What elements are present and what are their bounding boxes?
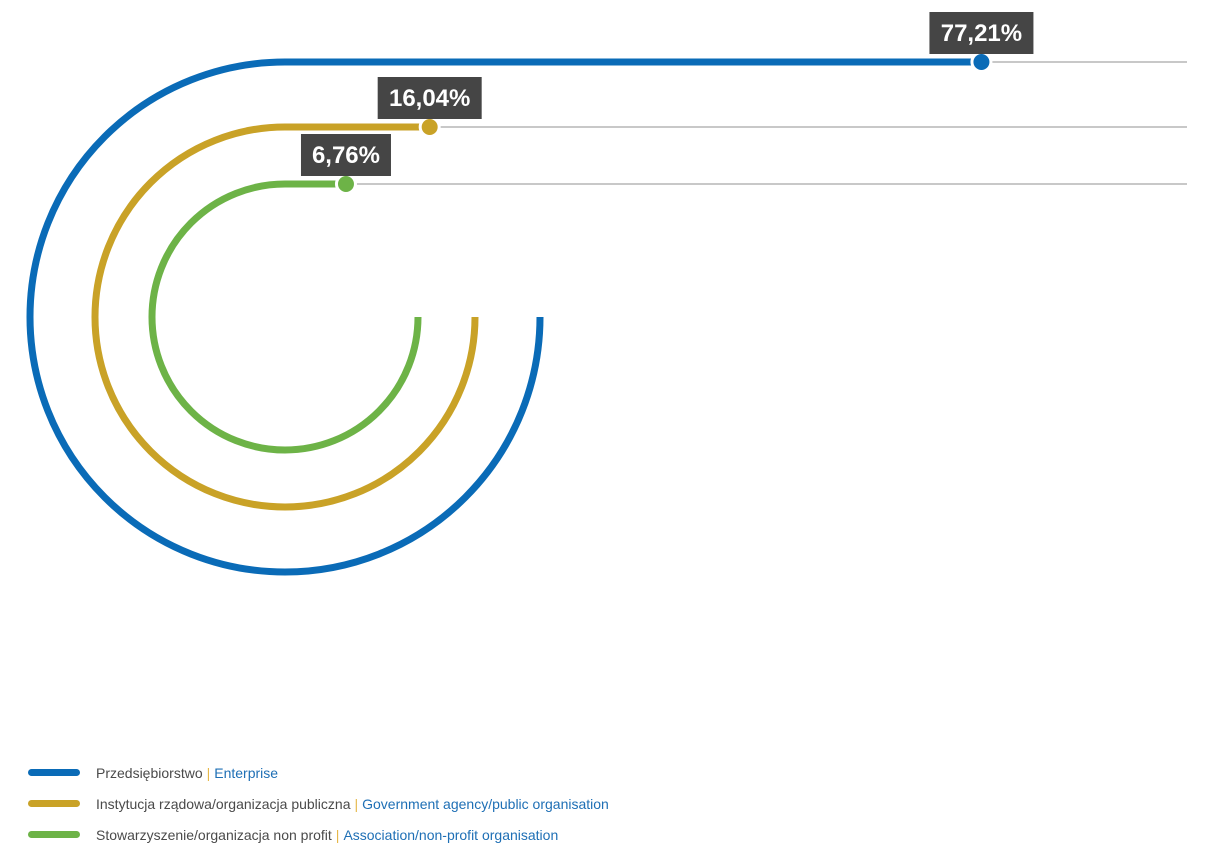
legend-swatch-association xyxy=(28,831,80,838)
radial-bar-chart: 77,21% 16,04% 6,76% xyxy=(26,12,1187,576)
bar-end-marker xyxy=(334,173,357,195)
value-label: 77,21% xyxy=(941,20,1022,47)
bar-end-marker xyxy=(970,51,993,73)
legend-label-pl: Przedsiębiorstwo xyxy=(96,764,203,781)
radial-bar xyxy=(91,123,479,511)
legend-item-association[interactable]: Stowarzyszenie/organizacja non profit | … xyxy=(28,819,609,850)
legend-label-en: Association/non-profit organisation xyxy=(343,826,559,843)
legend-swatch-government xyxy=(28,800,80,807)
legend-separator: | xyxy=(206,764,211,781)
legend-label-en: Enterprise xyxy=(214,764,279,781)
value-label-box xyxy=(929,12,1034,54)
legend-separator: | xyxy=(354,795,359,812)
value-label: 16,04% xyxy=(389,85,470,112)
bar-end-marker xyxy=(418,116,441,138)
value-label: 6,76% xyxy=(312,142,380,169)
value-label-box xyxy=(300,134,391,176)
value-label-box xyxy=(377,77,482,119)
legend-item-enterprise[interactable]: Przedsiębiorstwo | Enterprise xyxy=(28,757,609,788)
radial-bar xyxy=(26,58,982,576)
legend-label-pl: Instytucja rządowa/organizacja publiczna xyxy=(96,795,351,812)
legend-swatch-enterprise xyxy=(28,769,80,776)
legend: Przedsiębiorstwo | Enterprise Instytucja… xyxy=(28,757,609,850)
legend-label-pl: Stowarzyszenie/organizacja non profit xyxy=(96,826,332,843)
legend-label-en: Government agency/public organisation xyxy=(362,795,609,812)
radial-bar xyxy=(148,180,422,454)
legend-item-government[interactable]: Instytucja rządowa/organizacja publiczna… xyxy=(28,788,609,819)
legend-separator: | xyxy=(335,826,340,843)
